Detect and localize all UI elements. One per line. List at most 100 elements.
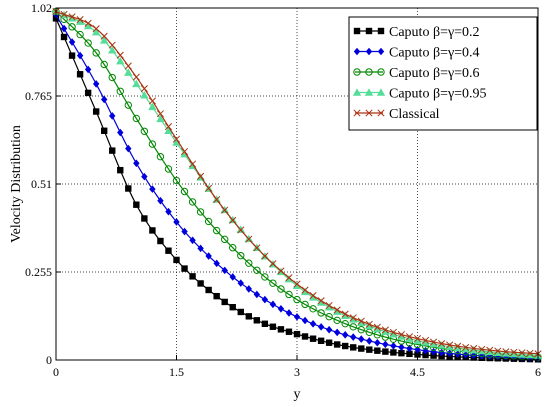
data-point (124, 62, 132, 70)
marker-x-stroke (76, 16, 84, 24)
data-point (156, 110, 164, 118)
data-point (156, 114, 165, 123)
data-point (381, 326, 389, 334)
data-point (68, 52, 76, 59)
marker-x-stroke (470, 344, 478, 352)
data-point (389, 330, 398, 338)
data-point (76, 16, 84, 24)
data-point (469, 345, 478, 354)
data-point (261, 295, 269, 304)
data-point (284, 274, 294, 283)
marker-x-stroke (84, 19, 92, 27)
data-point (485, 347, 494, 356)
data-point (317, 297, 325, 305)
data-point (325, 325, 333, 334)
y-tick-label: 0.255 (25, 265, 52, 279)
data-point (148, 102, 157, 111)
data-point (140, 127, 149, 135)
marker-x-stroke (189, 160, 197, 168)
marker-x-stroke (421, 336, 430, 344)
data-point (382, 348, 389, 355)
data-point (205, 286, 212, 294)
marker-x-stroke (100, 32, 108, 40)
data-point (84, 65, 92, 74)
data-point (430, 352, 437, 359)
marker-x-stroke (285, 274, 293, 282)
marker-x-stroke (405, 333, 414, 341)
marker-x-stroke (357, 317, 365, 325)
data-point (75, 17, 85, 25)
data-point (493, 348, 503, 356)
data-point (438, 339, 446, 348)
data-point (342, 331, 349, 339)
marker-x-stroke (180, 147, 189, 156)
data-point (141, 215, 148, 222)
data-point (398, 349, 405, 357)
data-point (301, 316, 309, 325)
data-point (221, 206, 229, 214)
data-point (101, 127, 108, 134)
data-point (317, 337, 325, 344)
legend-swatch-marker (352, 88, 362, 96)
data-point (108, 41, 116, 49)
grid-lines (56, 8, 538, 360)
data-point (526, 349, 534, 357)
data-point (285, 328, 293, 335)
data-point (461, 344, 470, 353)
marker-x-stroke (317, 297, 325, 305)
data-point (92, 49, 100, 57)
data-point (381, 327, 390, 335)
data-point (68, 13, 76, 21)
data-point (157, 237, 164, 245)
marker-x-stroke (309, 292, 317, 300)
data-point (358, 335, 365, 343)
data-point (140, 91, 149, 99)
legend-label: Caputo β=γ=0.2 (389, 25, 480, 40)
data-point (237, 226, 245, 234)
data-point (269, 279, 277, 287)
data-point (229, 244, 237, 252)
data-point (60, 24, 68, 33)
data-point (301, 333, 309, 340)
marker-x-stroke (156, 110, 164, 118)
data-point (421, 336, 430, 344)
data-point (212, 226, 221, 235)
data-point (390, 342, 397, 350)
marker-x-stroke (353, 109, 361, 117)
data-point (197, 244, 204, 253)
data-point (285, 309, 293, 317)
data-point (341, 310, 349, 318)
data-point (109, 147, 116, 154)
x-tick-label: 6 (535, 365, 541, 379)
data-point (261, 252, 269, 260)
marker-x-stroke (430, 338, 438, 346)
marker-x-stroke (325, 301, 333, 310)
marker-x-stroke (486, 346, 494, 354)
marker-x-stroke (60, 10, 68, 18)
data-point (124, 101, 133, 109)
series-5 (52, 7, 542, 358)
data-point (164, 165, 173, 173)
data-point (245, 259, 253, 267)
marker-x-stroke (341, 310, 349, 318)
data-point (116, 57, 125, 65)
data-point (308, 293, 318, 301)
data-point (470, 344, 478, 352)
legend-swatch-marker (365, 47, 373, 56)
x-tick-label: 1.5 (169, 365, 184, 379)
data-point (60, 10, 68, 18)
legend-swatch-marker (377, 47, 385, 56)
data-point (149, 227, 156, 234)
legend-label: Caputo β=γ=0.4 (389, 46, 480, 61)
data-point (422, 351, 429, 359)
data-point (277, 267, 285, 275)
data-point (84, 39, 92, 47)
data-point (83, 21, 93, 30)
data-point (229, 303, 236, 311)
legend-swatch-marker (353, 47, 361, 56)
data-point (357, 318, 366, 327)
legend-entry-5: Classical (353, 107, 440, 122)
marker-x-stroke (148, 97, 156, 105)
data-point (406, 350, 413, 358)
data-point (148, 97, 156, 105)
